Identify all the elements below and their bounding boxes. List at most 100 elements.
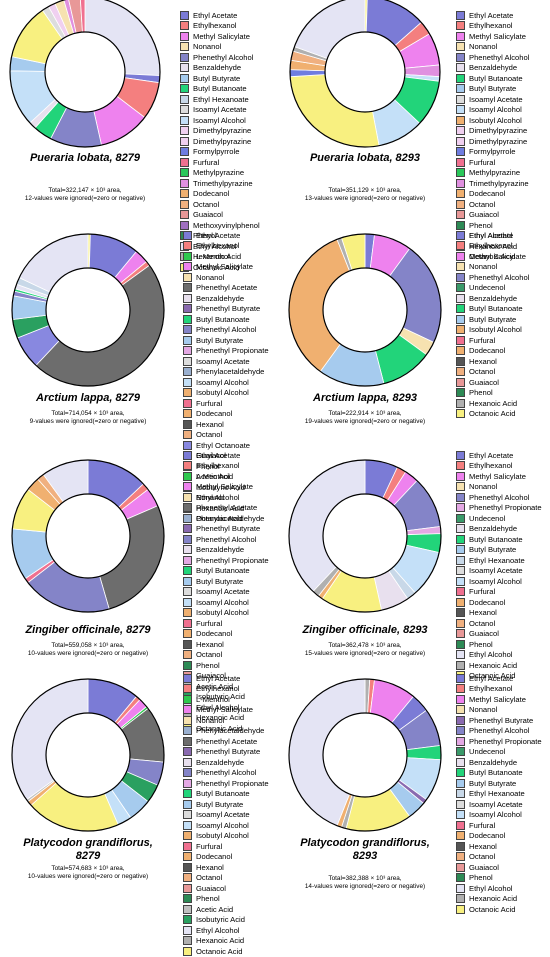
legend-item: Isoamyl Acetate (183, 810, 269, 821)
legend-item: Butyl Butanoate (456, 534, 542, 545)
legend-swatch (183, 736, 192, 746)
legend-swatch (456, 147, 465, 157)
legend-swatch (180, 199, 189, 209)
legend-item: Butyl Butanoate (456, 304, 529, 315)
legend-label: Guaiacol (469, 377, 499, 387)
legend-item: Guaiacol (180, 210, 260, 221)
legend-label: Phenylacetaldehyde (196, 726, 265, 736)
legend-swatch (183, 684, 192, 694)
legend-label: Hexanoic Acid (193, 252, 242, 262)
legend-item: Methyl Salicylate (183, 705, 269, 716)
legend-item: Methyl Salicylate (183, 262, 269, 273)
legend-label: Ethyl Alcohol (193, 241, 237, 251)
legend-item: Octanol (183, 430, 269, 441)
legend-item: Isoamyl Acetate (456, 799, 542, 810)
legend-item: Furfural (180, 157, 260, 168)
legend-label: Butyl Butyrate (196, 799, 244, 809)
legend-item: Nonanol (183, 715, 269, 726)
legend-label: Methyl Salicylate (469, 251, 526, 261)
legend-item: Ethyl Hexanoate (180, 94, 260, 105)
legend-item: Undecenol (456, 513, 542, 524)
legend-swatch (183, 915, 192, 925)
legend-item: Nonanol (183, 272, 269, 283)
legend-item: Ethyl Acetate (183, 230, 269, 241)
legend-label: Butyl Butanoate (469, 768, 523, 778)
legend-label: Isoamyl Acetate (469, 566, 523, 576)
legend-item: Isobutyl Alcohol (456, 115, 529, 126)
legend-label: Butyl Butanoate (196, 314, 250, 324)
legend-item: Ethyl Acetate (183, 673, 269, 684)
legend-label: Furfural (196, 398, 223, 408)
legend-swatch (456, 694, 465, 704)
legend-label: Methyl Salicylate (196, 262, 253, 272)
legend-item: Hexanol (183, 419, 269, 430)
legend-item: Hexanoic Acid (183, 936, 269, 947)
legend-swatch (456, 241, 465, 251)
legend-label: Benzaldehyde (196, 757, 245, 767)
chart-legend: Ethyl Acetate Ethylhexanol Methyl Salicyla… (456, 673, 542, 915)
legend-item: Octanol (183, 650, 269, 661)
legend-item: Dimethylpyrazine (456, 136, 529, 147)
legend-swatch (456, 293, 465, 303)
legend-label: Isobutyric Acid (196, 692, 245, 702)
legend-item: Ethyl Alcohol (183, 925, 269, 936)
legend-item: Octanoic Acid (183, 946, 269, 957)
donut-outer-ring (11, 233, 165, 387)
chart-total-note: Total=574,683 × 10³ area, 10-values were … (3, 865, 173, 881)
legend-label: Isoamyl Acetate (469, 799, 523, 809)
legend-item: Hexanol (456, 841, 542, 852)
legend-label: Phenethyl Propionate (469, 736, 542, 746)
legend-label: Undecenol (469, 283, 506, 293)
chart-panel-arctium-8293: Arctium lappa, 8293 Total=222,914 × 10³ a… (275, 222, 550, 444)
legend-item: Ethyl Octanoate (183, 440, 269, 451)
legend-label: Isobutyl Alcohol (196, 608, 249, 618)
legend-label: Isoamyl Acetate (196, 587, 250, 597)
chart-panel-platycodon-8279: Platycodon grandiflorus, 8279 Total=574,68… (0, 665, 275, 956)
legend-label: Ethylhexanol (469, 461, 513, 471)
legend-item: Isoamyl Alcohol (183, 597, 269, 608)
legend-label: Butyl Butyrate (196, 335, 244, 345)
legend-item: Benzaldehyde (183, 545, 269, 556)
legend-item: Hexanoic Acid (456, 660, 542, 671)
legend-swatch (456, 492, 465, 502)
legend-label: Phenethyl Alcohol (469, 272, 530, 282)
legend-swatch (183, 461, 192, 471)
legend-item: Hexanol (183, 862, 269, 873)
legend-swatch (456, 650, 465, 660)
legend-item: Isoamyl Alcohol (456, 576, 542, 587)
legend-label: Phenethyl Propionate (196, 346, 269, 356)
legend-swatch (183, 450, 192, 460)
donut-chart (288, 678, 442, 832)
legend-label: Methoxyvinylphenol (193, 220, 260, 230)
legend-label: Ethylhexanol (469, 684, 513, 694)
legend-item: Ethylhexanol (456, 241, 529, 252)
legend-label: Isobutyl Alcohol (196, 831, 249, 841)
legend-item: Dodecanol (183, 852, 269, 863)
legend-label: Phenethyl Butyrate (196, 747, 261, 757)
legend-label: Ethylhexanol (196, 684, 240, 694)
legend-label: Hexanoic Acid (469, 398, 518, 408)
legend-item: Dimethylpyrazine (180, 126, 260, 137)
legend-swatch (456, 63, 465, 73)
legend-item: Methyl Salicylate (183, 482, 269, 493)
legend-label: Dodecanol (196, 852, 233, 862)
legend-label: Isoamyl Alcohol (469, 810, 522, 820)
legend-item: Phenylacetaldehyde (183, 726, 269, 737)
legend-item: Butyl Butyrate (183, 576, 269, 587)
legend-swatch (456, 820, 465, 830)
legend-swatch (456, 789, 465, 799)
legend-item: Ethyl Alcohol (456, 883, 542, 894)
legend-label: Guaiacol (469, 862, 499, 872)
legend-swatch (183, 883, 192, 893)
legend-label: Phenethyl Propionate (469, 503, 542, 513)
legend-item: Butyl Butyrate (456, 84, 529, 95)
legend-swatch (456, 31, 465, 41)
legend-item: Phenethyl Propionate (456, 503, 542, 514)
chart-title-line: 8279 (75, 850, 101, 862)
legend-swatch (456, 94, 465, 104)
legend-item: Ethyl Hexanoate (456, 789, 542, 800)
legend-swatch (183, 419, 192, 429)
legend-label: Dimethylpyrazine (193, 126, 252, 136)
total-area-text: Total=382,388 × 10³ area, (328, 875, 402, 882)
chart-total-note: Total=222,914 × 10³ area, 19-values were … (280, 410, 450, 426)
